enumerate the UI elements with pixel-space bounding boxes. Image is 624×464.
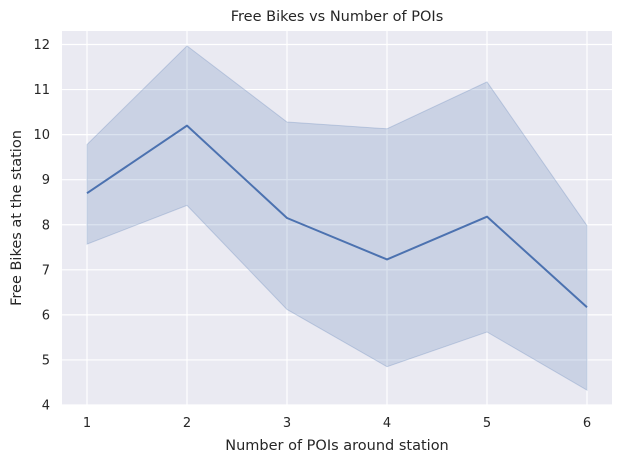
- y-tick-label: 11: [33, 83, 50, 98]
- x-axis-label: Number of POIs around station: [225, 438, 449, 454]
- series-line: [86, 124, 588, 308]
- y-tick-label: 7: [42, 263, 50, 278]
- x-tick-label: 5: [483, 416, 491, 431]
- y-tick-labels: 4 5 6 7 8 9 10 11 12: [33, 38, 50, 413]
- chart-title: Free Bikes vs Number of POIs: [231, 9, 444, 25]
- y-tick-label: 10: [33, 128, 50, 143]
- series-lines: [86, 124, 588, 308]
- x-tick-label: 1: [83, 416, 91, 431]
- y-tick-label: 8: [42, 218, 50, 233]
- plot-area: [62, 31, 612, 405]
- y-tick-label: 12: [33, 38, 50, 53]
- x-tick-label: 4: [383, 416, 391, 431]
- y-axis-label: Free Bikes at the station: [9, 130, 25, 306]
- y-tick-label: 4: [42, 399, 50, 414]
- y-tick-label: 5: [42, 353, 50, 368]
- x-tick-label: 2: [183, 416, 191, 431]
- confidence-bands: [86, 45, 588, 391]
- y-gridlines: [62, 43, 612, 406]
- y-tick-label: 9: [42, 173, 50, 188]
- confidence-band: [86, 45, 588, 391]
- x-tick-labels: 1 2 3 4 5 6: [83, 416, 591, 431]
- x-tick-label: 3: [283, 416, 291, 431]
- y-tick-label: 6: [42, 308, 50, 323]
- x-tick-label: 6: [583, 416, 591, 431]
